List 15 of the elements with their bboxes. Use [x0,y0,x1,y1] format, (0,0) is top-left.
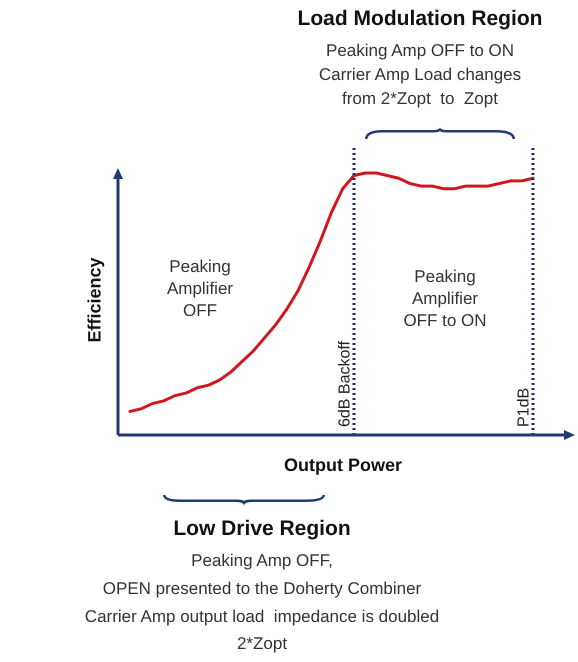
text: Carrier Amp output load impedance is doubled [84,606,440,628]
text: Peaking Amp OFF to ON [326,40,514,62]
text: Load Modulation Region [298,7,542,30]
y-axis-title: Efficiency [84,257,106,343]
x-axis-title: Output Power [284,455,402,476]
text: OPEN presented to the Doherty Combiner [102,578,422,600]
annotation: Peaking Amplifier OFF to ON [403,266,487,332]
annotation: 6dB Backoff [336,340,354,427]
annotation: Peaking Amplifier OFF [166,256,234,322]
text: Low Drive Region [173,517,351,540]
text: Carrier Amp Load changes [318,64,522,86]
annotation: P1dB [515,388,532,427]
text: 2*Zopt [236,633,288,655]
text: from 2*Zopt to Zopt [342,88,498,110]
text: Peaking Amp OFF, [191,550,333,572]
